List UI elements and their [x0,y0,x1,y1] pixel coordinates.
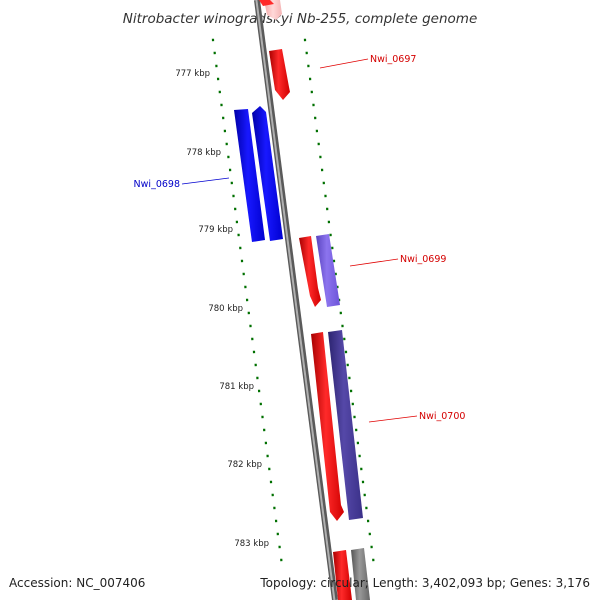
leader-nwi-0700 [368,415,418,423]
gene-arrow-bottom-gray[interactable] [351,548,370,600]
gene-label-nwi-0697[interactable]: Nwi_0697 [370,54,416,65]
gene-label-nwi-0699[interactable]: Nwi_0699 [400,254,446,265]
scale-label-782: 782 kbp [227,460,262,470]
gene-arrow-nwi-0698-b[interactable] [252,106,283,241]
scale-label-780: 780 kbp [208,304,243,314]
gene-label-nwi-0698[interactable]: Nwi_0698 [134,179,180,190]
gene-arrow-nwi-0699-red[interactable] [299,236,321,307]
gene-arrow-nwi-0700-navy[interactable] [328,330,363,520]
scale-label-781: 781 kbp [219,382,254,392]
gene-label-nwi-0700[interactable]: Nwi_0700 [419,411,465,422]
gene-arrow-top-red[interactable] [259,0,274,6]
gene-arrow-nwi-0699-lavender[interactable] [316,234,340,307]
gene-label-leaders [181,58,418,423]
gene-features [234,0,370,600]
gene-labels: Nwi_0697 Nwi_0698 Nwi_0699 Nwi_0700 [134,54,466,422]
accession-text: Accession: NC_007406 [9,576,145,590]
map-title: Nitrobacter winogradskyi Nb-255, complet… [123,11,478,27]
leader-nwi-0699 [349,258,399,267]
leader-nwi-0697 [319,58,369,69]
genome-backbone [254,0,338,600]
genome-summary-text: Topology: circular; Length: 3,402,093 bp… [259,576,590,590]
scale-label-777: 777 kbp [175,69,210,79]
scale-label-778: 778 kbp [186,148,221,158]
gene-arrow-bottom-red[interactable] [333,550,352,600]
gene-arrow-nwi-0700-red[interactable] [311,332,344,521]
scale-labels: 777 kbp 778 kbp 779 kbp 780 kbp 781 kbp … [175,69,269,549]
scale-label-779: 779 kbp [198,225,233,235]
gene-arrow-nwi-0698-a[interactable] [234,109,265,242]
gene-arrow-nwi-0697[interactable] [269,49,290,100]
scale-label-783: 783 kbp [234,539,269,549]
leader-nwi-0698 [181,177,230,185]
